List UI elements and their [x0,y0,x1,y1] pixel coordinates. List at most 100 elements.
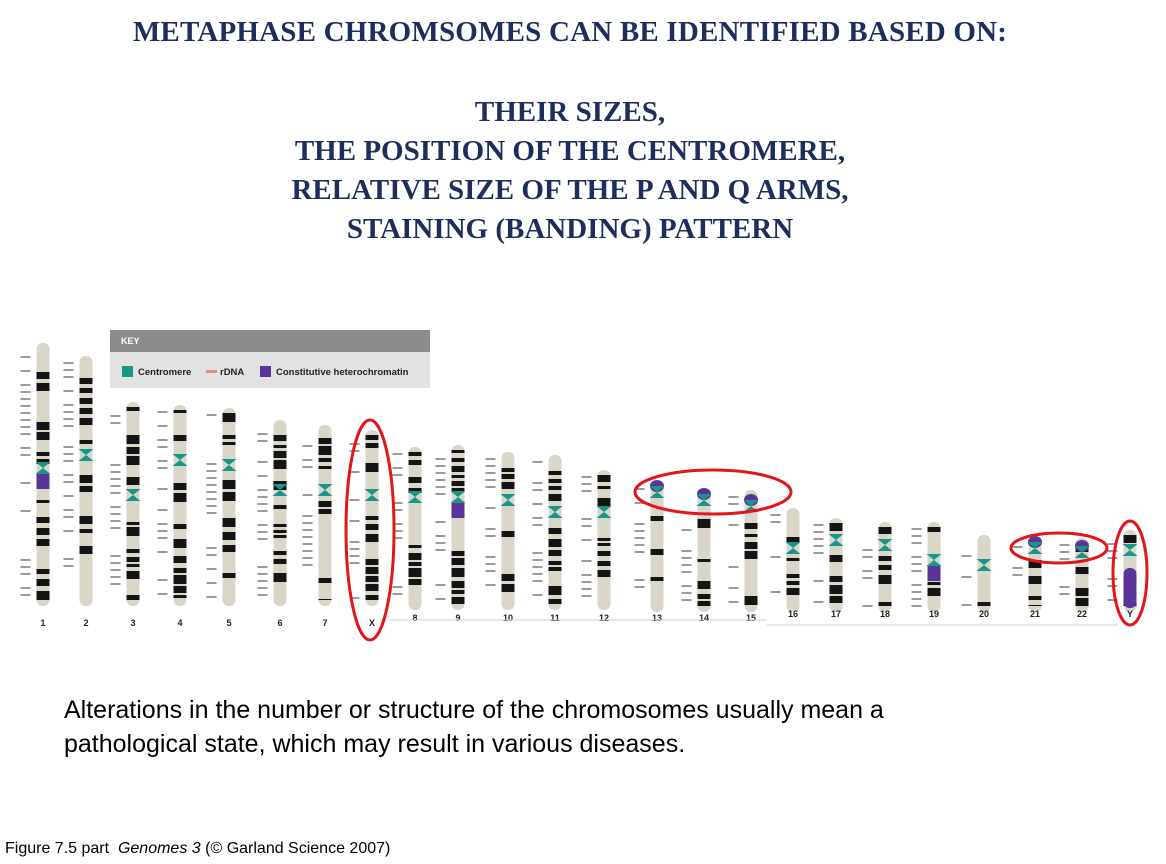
band-label-mark [349,548,360,550]
g-band [126,477,140,485]
band-label-mark [435,486,446,488]
band-label-mark [485,528,496,530]
g-band [408,477,422,483]
chromosome-16 [770,508,801,612]
band-label-mark [20,426,31,428]
band-label-mark [63,376,74,378]
band-label-mark [302,466,313,468]
band-label-mark [770,591,781,593]
band-label-mark [911,528,922,530]
key-header [110,330,430,352]
g-band [1028,576,1042,584]
g-band [318,578,332,583]
g-band [318,438,332,444]
band-label-mark [157,579,168,581]
band-label-mark [581,560,592,562]
criteria-centromere: THE POSITION OF THE CENTROMERE, [294,135,846,167]
band-label-mark [257,510,268,512]
band-label-mark [770,521,781,523]
highlight-x-chromosome [344,418,396,642]
band-label-mark [257,538,268,540]
g-band [273,445,287,448]
band-label-mark [532,559,543,561]
g-band [222,442,236,445]
centromere [785,542,801,554]
band-label-mark [634,523,645,525]
g-band [273,451,287,458]
band-label-mark [813,552,824,554]
g-band [786,537,800,543]
g-band [222,545,236,552]
g-band [365,567,379,574]
band-label-mark [911,570,922,572]
g-band [501,531,515,537]
chromosome-17 [813,518,844,612]
band-label-mark [813,524,824,526]
g-band [408,562,422,566]
g-band [365,443,379,448]
band-label-mark [63,453,74,455]
band-label-mark [20,510,31,512]
g-band [597,538,611,541]
band-label-mark [581,574,592,576]
band-label-mark [862,570,873,572]
band-label-mark [110,415,121,417]
band-label-mark [813,601,824,603]
band-label-mark [435,542,446,544]
g-band [1075,588,1089,596]
chromosome-label: 8 [412,613,417,623]
band-label-mark [349,541,360,543]
g-band [222,518,236,527]
chromosome-6 [257,420,288,606]
band-label-mark [206,463,217,465]
band-label-mark [581,539,592,541]
chromosome-label: 12 [599,613,609,623]
band-label-mark [63,530,74,532]
highlight-y-chromosome [1111,519,1149,627]
chromosome-label: 9 [455,613,460,623]
band-label-mark [485,563,496,565]
band-label-mark [485,570,496,572]
g-band [451,488,465,491]
band-label-mark [20,412,31,414]
g-band [408,568,422,577]
g-band [365,595,379,600]
body-line-2: pathological state, which may result in … [64,730,686,758]
chromosome-label: Y [1127,609,1133,619]
band-label-mark [157,425,168,427]
g-band [548,599,562,604]
g-band [126,456,140,465]
g-band [697,519,711,528]
band-label-mark [681,564,692,566]
chromosome-body [650,482,664,612]
band-label-mark [1012,546,1023,548]
band-label-mark [532,482,543,484]
band-label-mark [634,502,645,504]
band-label-mark [1059,593,1070,595]
heterochromatin-block [927,565,941,581]
band-label-mark [634,579,645,581]
g-band [1028,596,1042,600]
band-label-mark [681,599,692,601]
g-band [597,486,611,489]
band-label-mark [110,506,121,508]
band-label-mark [485,556,496,558]
band-label-mark [392,502,403,504]
body-text: Alterations in the number or structure o… [64,693,1104,761]
chromosome-label: 17 [831,609,841,619]
g-band [36,528,50,535]
chromosome-label: 4 [177,618,182,628]
chromosome-10 [485,452,516,610]
band-label-mark [1059,544,1070,546]
band-label-mark [961,604,972,606]
g-band [273,573,287,582]
g-band [408,452,422,456]
g-band [79,378,93,384]
band-label-mark [485,479,496,481]
band-label-mark [581,588,592,590]
band-label-mark [728,587,739,589]
band-label-mark [485,535,496,537]
band-label-mark [349,597,360,599]
g-band [36,422,50,430]
band-label-mark [302,543,313,545]
